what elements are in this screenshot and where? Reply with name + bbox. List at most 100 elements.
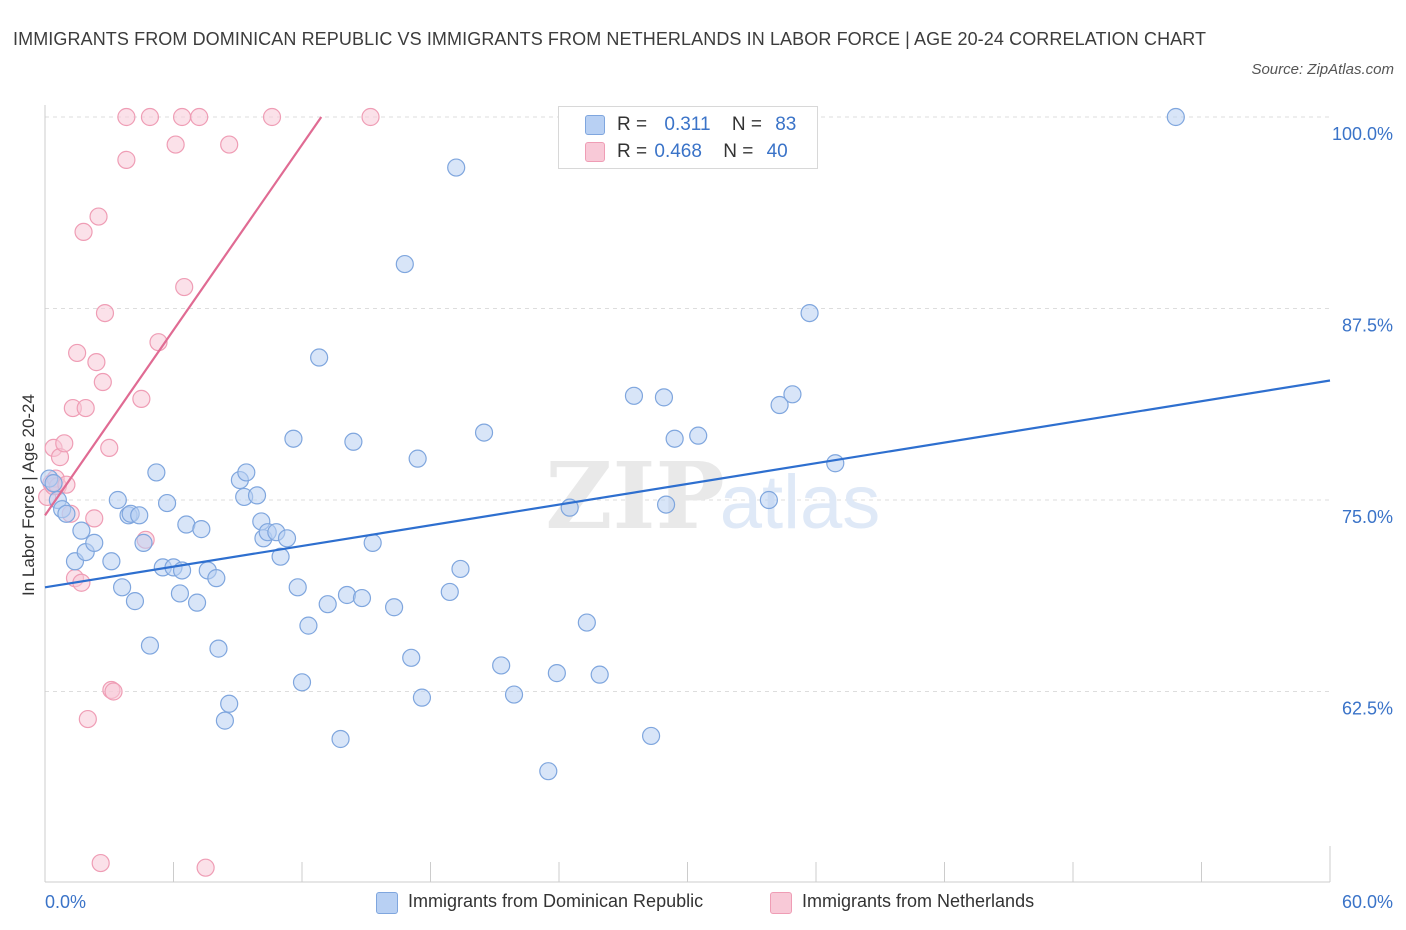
point-netherlands — [172, 107, 192, 127]
point-dominican — [654, 388, 674, 407]
point-dominican — [577, 613, 596, 632]
point-netherlands — [104, 682, 123, 701]
point-dominican — [395, 254, 414, 274]
point-dominican — [237, 463, 256, 482]
point-dominican — [656, 495, 676, 514]
point-netherlands — [175, 277, 194, 297]
trend-line-dominican — [44, 379, 1331, 589]
point-dominican — [344, 432, 363, 451]
legend-n-value: 40 — [766, 141, 788, 162]
watermark-atlas: atlas — [720, 460, 881, 545]
point-dominican — [177, 515, 196, 534]
y-tick-label: 75.0% — [1342, 507, 1393, 527]
y-tick-label: 62.5% — [1342, 699, 1393, 719]
point-dominican — [539, 762, 558, 781]
legend-n-label: N = — [731, 114, 762, 135]
point-dominican — [504, 685, 524, 704]
tick-labels: 100.0% 87.5% 75.0% 62.5% 0.0% 60.0% — [45, 124, 1393, 912]
legend-r-value: 0.468 — [654, 141, 702, 162]
point-netherlands — [190, 107, 209, 127]
point-dominican — [352, 588, 372, 608]
point-dominican — [102, 552, 121, 571]
grid-lines — [45, 116, 1330, 692]
point-dominican — [590, 665, 609, 684]
point-dominican — [826, 454, 845, 473]
point-netherlands — [117, 107, 136, 127]
point-dominican — [112, 578, 132, 597]
point-dominican — [72, 521, 91, 540]
point-dominican — [157, 493, 177, 513]
x-tick-label: 0.0% — [45, 892, 86, 912]
legend-swatch-blue — [585, 115, 605, 135]
legend-label-dominican: Immigrants from Dominican Republic — [408, 891, 704, 911]
legend-swatch-pink — [585, 142, 605, 162]
point-netherlands — [91, 853, 110, 873]
point-dominican — [408, 449, 427, 468]
point-dominican — [474, 423, 494, 442]
point-dominican — [665, 429, 684, 448]
point-dominican — [759, 490, 778, 510]
point-dominican — [288, 578, 307, 597]
watermark-zip: ZIP — [545, 442, 724, 550]
point-dominican — [57, 504, 76, 523]
point-dominican — [192, 520, 211, 539]
point-dominican — [147, 463, 166, 482]
point-dominican — [207, 569, 226, 588]
point-netherlands — [140, 107, 160, 127]
legend-r-value: 0.311 — [664, 114, 711, 135]
point-dominican — [363, 533, 382, 552]
legend-n-label: N = — [723, 141, 754, 162]
point-dominican — [299, 616, 318, 635]
point-netherlands — [166, 135, 185, 154]
point-netherlands — [55, 434, 74, 453]
point-netherlands — [68, 343, 87, 363]
legend-label-netherlands: Immigrants from Netherlands — [802, 891, 1035, 911]
point-dominican — [170, 584, 190, 603]
point-dominican — [85, 533, 104, 552]
point-dominican — [125, 592, 145, 611]
legend-r-label: R = — [617, 114, 648, 135]
point-netherlands — [76, 398, 95, 418]
chart-title: IMMIGRANTS FROM DOMINICAN REPUBLIC VS IM… — [13, 29, 1207, 49]
point-dominican — [384, 598, 404, 617]
point-dominican — [641, 726, 661, 746]
point-dominican — [187, 593, 207, 612]
point-dominican — [130, 506, 149, 525]
point-netherlands — [220, 135, 239, 154]
x-tick-label: 60.0% — [1342, 892, 1393, 912]
point-dominican — [412, 688, 432, 707]
point-dominican — [277, 529, 297, 548]
point-dominican — [284, 429, 303, 448]
point-dominican — [140, 636, 160, 655]
point-dominican — [209, 639, 228, 658]
point-dominican — [547, 664, 566, 683]
point-netherlands — [93, 372, 112, 392]
point-dominican — [108, 490, 127, 510]
source-label: Source: ZipAtlas.com — [1251, 61, 1394, 78]
watermark: ZIP atlas — [545, 442, 880, 550]
legend-swatch-blue — [376, 892, 398, 914]
point-dominican — [292, 673, 312, 692]
trend-line-netherlands — [44, 116, 323, 516]
y-tick-label: 87.5% — [1342, 316, 1393, 336]
point-dominican — [318, 595, 337, 614]
point-dominican — [331, 729, 350, 749]
point-dominican — [1166, 107, 1185, 127]
point-dominican — [689, 426, 708, 445]
point-dominican — [215, 711, 234, 730]
point-netherlands — [196, 858, 215, 877]
point-dominican — [271, 547, 290, 566]
point-dominican — [451, 559, 470, 579]
point-netherlands — [87, 353, 106, 372]
point-dominican — [770, 395, 789, 415]
point-dominican — [800, 303, 819, 323]
point-dominican — [310, 348, 329, 367]
legend-stats: R = 0.311 N = 83 R = 0.468 N = 40 — [558, 106, 818, 169]
point-netherlands — [132, 389, 151, 408]
series-netherlands-points — [38, 107, 380, 877]
point-netherlands — [89, 207, 108, 226]
trend-lines — [44, 116, 1331, 589]
point-netherlands — [100, 438, 119, 458]
point-dominican — [402, 648, 421, 667]
